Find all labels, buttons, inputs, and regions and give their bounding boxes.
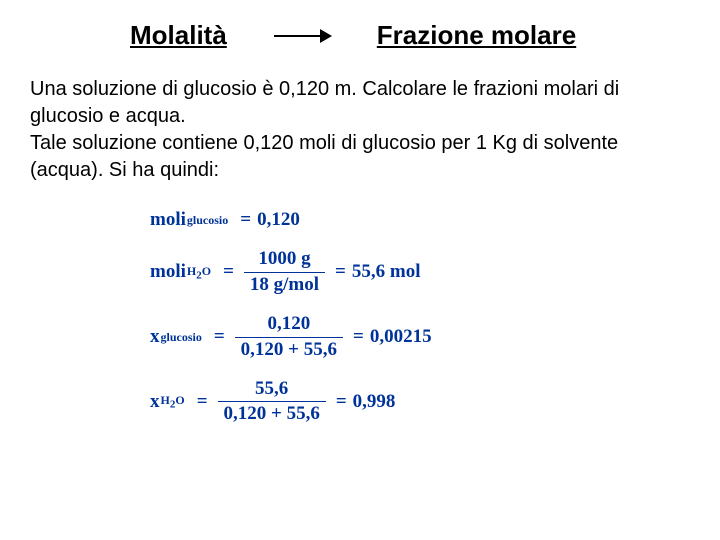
eq3-fraction: 0,120 0,120 + 55,6	[235, 314, 343, 361]
title-molalita: Molalità	[130, 20, 227, 51]
eq2-num: 1000 g	[244, 249, 325, 273]
equation-2: moli H2O = 1000 g 18 g/mol = 55,6 mol	[150, 249, 690, 296]
equation-3: x glucosio = 0,120 0,120 + 55,6 = 0,0021…	[150, 314, 690, 361]
eq1-sub: glucosio	[187, 213, 228, 228]
eq4-sub: H2O	[161, 393, 185, 410]
equals-sign: =	[197, 391, 208, 413]
eq2-den: 18 g/mol	[244, 273, 325, 296]
eq4-label: x	[150, 391, 160, 413]
eq3-value: 0,00215	[370, 326, 432, 348]
eq3-den: 0,120 + 55,6	[235, 338, 343, 361]
eq2-sub: H2O	[187, 264, 211, 281]
eq4-num: 55,6	[218, 379, 326, 403]
equals-sign: =	[335, 261, 346, 283]
problem-text: Una soluzione di glucosio è 0,120 m. Cal…	[30, 76, 690, 184]
equals-sign: =	[240, 209, 251, 231]
equals-sign: =	[223, 261, 234, 283]
eq1-value: 0,120	[257, 209, 300, 231]
equation-1: moli glucosio = 0,120	[150, 209, 690, 231]
eq2-fraction: 1000 g 18 g/mol	[244, 249, 325, 296]
equations-block: moli glucosio = 0,120 moli H2O = 1000 g …	[150, 209, 690, 425]
eq3-label: x	[150, 326, 160, 348]
problem-paragraph-2: Tale soluzione contiene 0,120 moli di gl…	[30, 130, 690, 184]
eq1-label: moli	[150, 209, 186, 231]
eq3-sub: glucosio	[161, 330, 202, 345]
title-frazione: Frazione molare	[377, 20, 576, 51]
eq4-den: 0,120 + 55,6	[218, 402, 326, 425]
eq4-fraction: 55,6 0,120 + 55,6	[218, 379, 326, 426]
title-row: Molalità Frazione molare	[130, 20, 690, 51]
equals-sign: =	[214, 326, 225, 348]
arrow-icon	[272, 24, 332, 48]
eq2-label: moli	[150, 261, 186, 283]
eq4-value: 0,998	[353, 391, 396, 413]
equals-sign: =	[353, 326, 364, 348]
eq2-value: 55,6 mol	[352, 261, 421, 283]
equals-sign: =	[336, 391, 347, 413]
equation-4: x H2O = 55,6 0,120 + 55,6 = 0,998	[150, 379, 690, 426]
eq3-num: 0,120	[235, 314, 343, 338]
problem-paragraph-1: Una soluzione di glucosio è 0,120 m. Cal…	[30, 76, 690, 130]
